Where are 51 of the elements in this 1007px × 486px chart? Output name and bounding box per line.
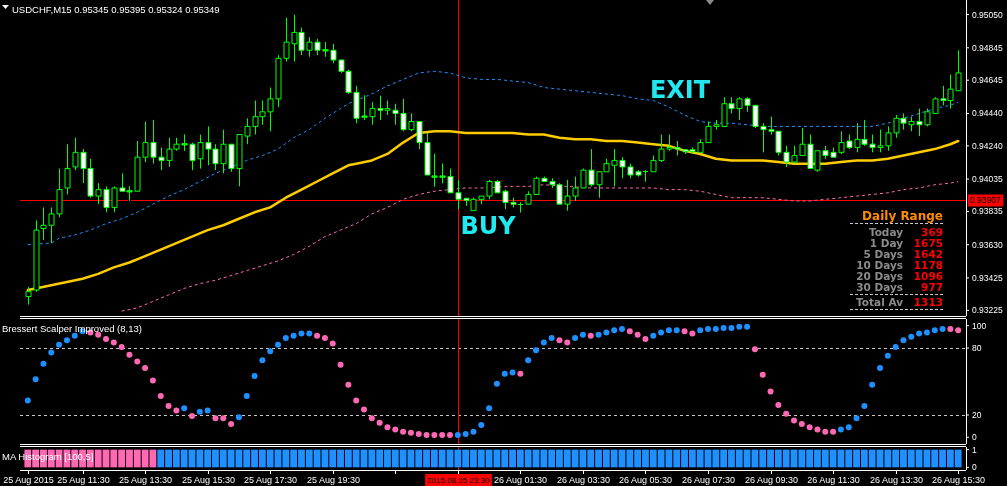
- x-tick-label: 25 Aug 2015: [3, 475, 54, 486]
- line-series: [26, 130, 960, 292]
- y-tick-label: 20: [972, 409, 982, 420]
- line-series: [121, 181, 959, 312]
- text: Bressert Scalper Improved (8,13): [2, 323, 142, 335]
- y-tick-label: 100: [972, 320, 987, 331]
- y-tick-label: 0.94845: [972, 42, 1003, 53]
- x-tick-label: 25 Aug 15:30: [181, 475, 236, 486]
- y-tick-label: 0.94240: [972, 140, 1003, 151]
- annotation: BUY: [460, 212, 517, 241]
- x-tick-label: 26 Aug 13:30: [869, 475, 924, 486]
- annotation: Today: [868, 225, 904, 238]
- y-tick-label: 0: [972, 432, 977, 443]
- y-tick-label: 0.93835: [972, 206, 1003, 217]
- y-tick-label: 0.94440: [972, 108, 1003, 119]
- candlestick: [64, 143, 71, 195]
- x-tick-label: 25 Aug 11:30: [57, 475, 110, 486]
- y-tick-label: 0.93225: [972, 305, 1003, 316]
- candlestick: [33, 219, 40, 293]
- annotation: 977: [921, 280, 943, 293]
- annotation: 1178: [913, 258, 943, 271]
- x-tick-label: 25 Aug 17:30: [243, 475, 298, 486]
- ref-line-label: 2015.08.25 23:30: [427, 475, 491, 485]
- y-tick-label: 0: [972, 462, 977, 473]
- x-tick-label: 26 Aug 03:30: [556, 475, 611, 486]
- x-tick-label: 25 Aug 13:30: [118, 475, 173, 486]
- candlestick: [25, 286, 32, 306]
- text: Daily Range: [862, 209, 943, 224]
- y-tick-label: 1: [972, 444, 977, 455]
- x-tick-label: 26 Aug 11:30: [807, 475, 860, 486]
- annotation: 1642: [913, 247, 943, 260]
- x-tick-label: 26 Aug 09:30: [744, 475, 799, 486]
- annotation: 1675: [913, 236, 943, 249]
- x-tick-label: 26 Aug 07:30: [681, 475, 736, 486]
- y-tick-label: 0.94645: [972, 75, 1003, 86]
- text: USDCHF,M15 0.95345 0.95395 0.95324 0.95349: [12, 4, 220, 16]
- y-tick-label: 0.93630: [972, 239, 1003, 250]
- y-tick-label: 0.95050: [972, 9, 1003, 20]
- annotation: 1096: [913, 269, 943, 282]
- annotation: 369: [921, 225, 943, 238]
- x-tick-label: 26 Aug 01:30: [493, 475, 548, 486]
- y-tick-label: 0.94035: [972, 174, 1003, 185]
- annotation: Total Av: [856, 295, 904, 308]
- x-tick-label: 25 Aug 19:30: [306, 475, 361, 486]
- y-tick-label: 0.93425: [972, 272, 1003, 283]
- x-tick-label: 26 Aug 05:30: [618, 475, 673, 486]
- x-tick-label: 26 Aug 15:30: [931, 475, 986, 486]
- y-tick-label: 80: [972, 342, 982, 353]
- ref-line-label: 0.93907: [970, 195, 1001, 206]
- annotation: EXIT: [649, 76, 711, 105]
- annotation: 1313: [913, 295, 943, 308]
